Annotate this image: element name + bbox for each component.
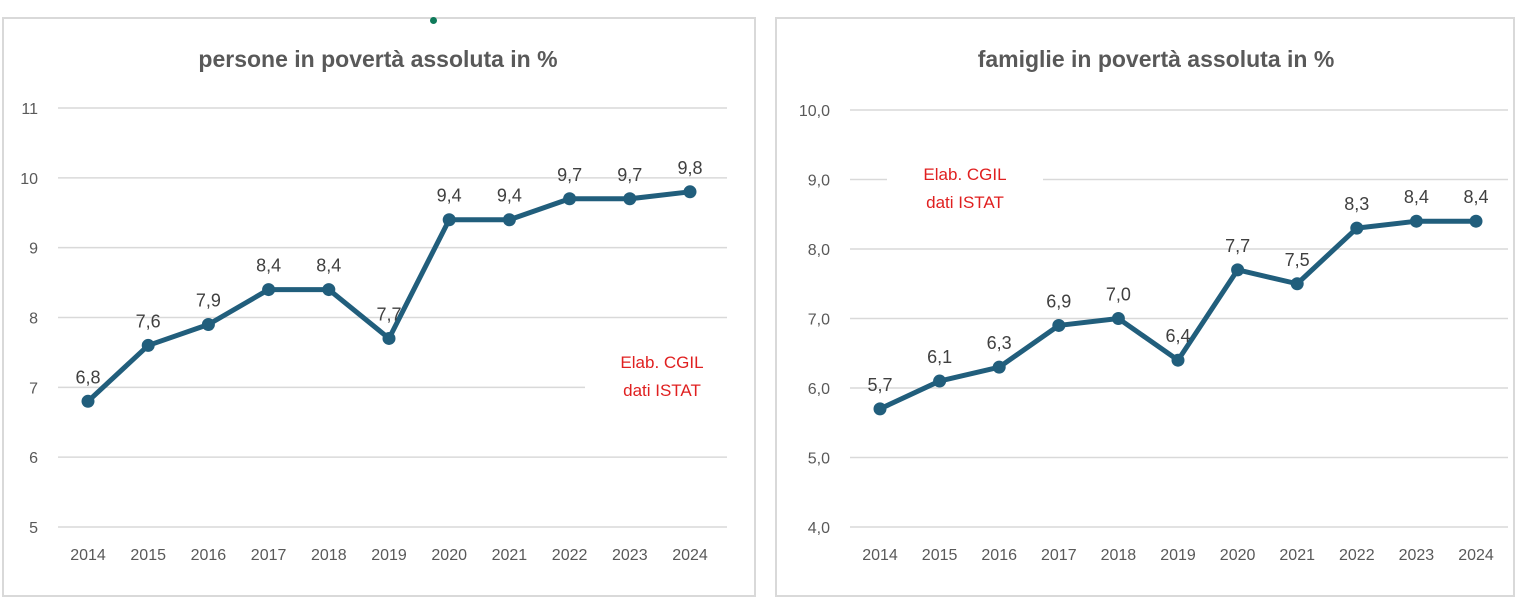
chart2-data-label: 5,7	[867, 375, 892, 395]
chart-famiglie-frame	[775, 17, 1515, 597]
chart2-data-point	[1409, 214, 1423, 228]
chart2-x-tick-label: 2014	[862, 547, 898, 564]
chart2-data-point	[1231, 263, 1245, 277]
chart1-data-point	[382, 331, 396, 345]
chart2-y-tick-label: 8,0	[808, 242, 830, 259]
chart1-x-tick-label: 2020	[431, 547, 467, 564]
chart1-x-tick-label: 2022	[552, 547, 588, 564]
chart2-data-label: 6,4	[1165, 326, 1190, 346]
chart2-x-tick-label: 2021	[1279, 547, 1315, 564]
chart1-data-point	[141, 338, 155, 352]
chart1-y-tick-label: 5	[29, 520, 38, 537]
chart1-x-tick-label: 2016	[191, 547, 227, 564]
charts-svg: persone in povertà assoluta in % 5 6 7 8 9 10 1…	[20, 46, 1508, 564]
chart1-title: persone in povertà assoluta in %	[198, 46, 557, 72]
chart1-data-label: 7,7	[376, 304, 401, 324]
chart2-data-point	[1469, 214, 1483, 228]
chart2-y-tick-label: 10,0	[799, 103, 830, 120]
chart1-x-tick-label: 2015	[130, 547, 166, 564]
chart1-data-point	[442, 213, 456, 227]
chart2-annotation-text: dati ISTAT	[926, 193, 1004, 212]
selection-handle[interactable]	[430, 17, 437, 24]
chart2-data-point	[1052, 318, 1066, 332]
chart1-data-label: 7,6	[136, 311, 161, 331]
chart1-data-point	[623, 192, 637, 206]
chart2-x-tick-label: 2018	[1101, 547, 1137, 564]
chart1-annotation-box	[585, 346, 727, 408]
chart2-data-label: 6,1	[927, 347, 952, 367]
chart2-data-label: 7,5	[1285, 250, 1310, 270]
chart1-data-point	[262, 283, 276, 297]
chart2-x-tick-label: 2020	[1220, 547, 1256, 564]
chart1-y-tick-label: 9	[29, 241, 38, 258]
chart2-data-label: 8,3	[1344, 194, 1369, 214]
chart2-data-point	[1290, 277, 1304, 291]
chart1-data-label: 9,4	[497, 186, 522, 206]
chart2-y-tick-label: 6,0	[808, 381, 830, 398]
chart2-x-tick-label: 2016	[981, 547, 1017, 564]
chart2-annotation-box	[887, 158, 1043, 220]
chart2-data-label: 7,0	[1106, 285, 1131, 305]
chart1-annotation-text: dati ISTAT	[623, 381, 701, 400]
chart1-y-tick-label: 11	[21, 101, 38, 118]
chart1-data-point	[322, 283, 336, 297]
chart1-data-label: 8,4	[316, 256, 341, 276]
chart2-data-point	[873, 402, 887, 416]
chart1-annotation-text: Elab. CGIL	[620, 353, 703, 372]
chart1-data-label: 6,8	[75, 367, 100, 387]
chart1-data-label: 8,4	[256, 256, 281, 276]
chart1-data-label: 9,7	[557, 165, 582, 185]
chart1-x-tick-label: 2017	[251, 547, 287, 564]
chart1-data-point	[201, 317, 215, 331]
chart1-data-point	[683, 185, 697, 199]
chart1-y-tick-label: 6	[29, 450, 38, 467]
chart2-data-label: 8,4	[1463, 187, 1488, 207]
chart2-y-tick-label: 7,0	[808, 312, 830, 329]
chart2-x-tick-label: 2022	[1339, 547, 1375, 564]
chart-persone-frame	[2, 17, 756, 597]
chart1-x-tick-label: 2024	[672, 547, 708, 564]
chart1-y-tick-label: 10	[20, 171, 38, 188]
chart1-data-label: 9,8	[677, 158, 702, 178]
chart2-data-label: 7,7	[1225, 236, 1250, 256]
chart1-data-label: 7,9	[196, 290, 221, 310]
chart2-data-point	[1350, 221, 1364, 235]
chart2-title: famiglie in povertà assoluta in %	[978, 46, 1335, 72]
chart1-x-tick-label: 2023	[612, 547, 648, 564]
chart1-data-point	[502, 213, 516, 227]
chart2-x-tick-label: 2024	[1458, 547, 1494, 564]
chart1-x-tick-label: 2014	[70, 547, 106, 564]
chart2-annotation-text: Elab. CGIL	[923, 165, 1006, 184]
chart1-data-label: 9,4	[437, 186, 462, 206]
chart2-data-point	[1111, 312, 1125, 325]
chart2-data-point	[992, 360, 1006, 374]
chart1-data-label: 9,7	[617, 165, 642, 185]
chart1-data-point	[81, 394, 95, 408]
chart2-y-tick-label: 9,0	[808, 173, 830, 190]
chart1-x-tick-label: 2019	[371, 547, 407, 564]
chart2-x-tick-label: 2015	[922, 547, 958, 564]
chart1-y-tick-label: 8	[29, 311, 38, 328]
chart2-data-point	[933, 374, 947, 388]
chart2-x-tick-label: 2017	[1041, 547, 1077, 564]
chart2-data-label: 6,3	[987, 333, 1012, 353]
chart1-y-tick-label: 7	[29, 380, 38, 397]
chart2-y-tick-label: 4,0	[808, 520, 830, 537]
chart2-data-label: 8,4	[1404, 187, 1429, 207]
chart2-data-label: 6,9	[1046, 291, 1071, 311]
chart2-x-tick-label: 2019	[1160, 547, 1196, 564]
chart2-data-point	[1171, 353, 1185, 367]
chart2-y-tick-label: 5,0	[808, 451, 830, 468]
chart1-x-tick-label: 2021	[492, 547, 528, 564]
chart2-x-tick-label: 2023	[1399, 547, 1435, 564]
chart1-x-tick-label: 2018	[311, 547, 347, 564]
chart1-data-point	[563, 192, 577, 206]
